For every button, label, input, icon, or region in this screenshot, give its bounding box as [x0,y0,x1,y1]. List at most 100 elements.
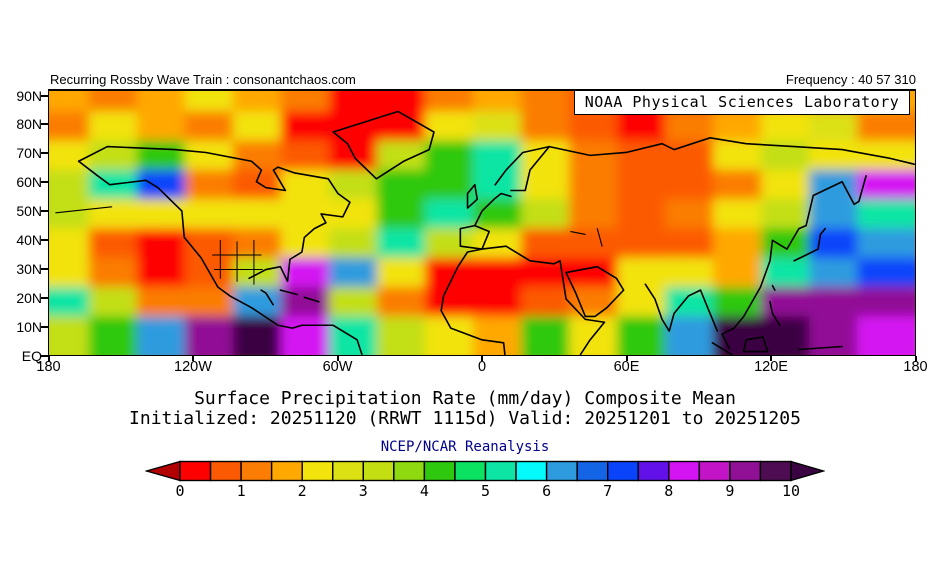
lon-tick-mark [770,356,772,361]
lon-tick-label: 180 [903,359,928,375]
lat-tick-mark [41,210,48,213]
colorbar-cell [423,460,456,482]
lat-tick-label: 50N [16,203,42,220]
colorbar-svg [143,460,826,482]
lat-tick-label: 30N [16,260,42,277]
us-state-borders [212,239,263,285]
coast-borneo [742,336,769,353]
lat-tick-mark [41,354,48,357]
lon-tick-mark [914,356,917,361]
colorbar-cell [576,460,609,482]
lat-tick-label: 80N [16,116,42,133]
colorbar-tick-label: 8 [664,482,674,500]
colorbar-cell [240,460,273,482]
coast-russia-arctic [548,137,915,165]
coast-africa-north-redsea [440,245,606,355]
lon-tick-label: 120E [754,359,788,375]
lon-tick-mark [47,356,50,361]
colorbar-cell [454,460,487,482]
lat-tick-label: 20N [16,289,42,306]
lat-tick-mark [41,238,48,241]
header-frequency-text: Frequency : 40 57 310 [785,72,916,87]
coast-east-asia [721,175,867,350]
lon-tick-label: 120W [174,359,212,375]
coast-france-northsea [474,192,512,227]
lat-tick-label: 10N [16,318,42,335]
lon-tick-label: 60W [322,359,353,375]
colorbar-cell [362,460,395,482]
coast-new-guinea [798,345,843,351]
coast-aleutians [55,206,113,214]
lat-tick-mark [41,123,48,126]
colorbar-tick-label: 6 [542,482,552,500]
lat-tick-label: EQ [21,347,42,364]
coastlines [55,110,915,355]
colorbar-cell [759,460,792,482]
coast-yucatan [260,289,274,306]
coast-cuba [279,289,320,303]
colorbar-cell [515,460,548,482]
colorbar-tick-label: 0 [175,482,185,500]
colorbar-cell [393,460,426,482]
chart-title: Surface Precipitation Rate (mm/day) Comp… [194,388,736,409]
coast-africa-west [440,309,506,355]
chart-subtitle: Initialized: 20251120 (RRWT 1115d) Valid… [129,408,801,429]
coast-gulf-atlantic-arctic [77,145,351,283]
colorbar-cell [209,460,242,482]
lon-tick-label: 0 [477,359,487,375]
lat-tick-mark [41,296,48,299]
colorbar-cell [301,460,334,482]
colorbar-tick-label: 7 [603,482,613,500]
colorbar-tick-label: 2 [297,482,307,500]
coast-north-america [77,160,363,355]
lat-tick-mark [41,181,48,184]
lon-tick-mark [336,356,339,361]
colorbar-tick-label: 5 [480,482,491,500]
coast-greenland [332,110,435,180]
lat-tick-mark [41,325,48,328]
header-source-text: Recurring Rossby Wave Train : consonantc… [50,72,356,87]
coast-sumatra [711,342,733,355]
lat-tick-mark [41,94,48,97]
colorbar-cell [607,460,639,482]
colorbar-over-arrow [790,460,826,482]
field-cells [49,91,915,355]
coast-uk [466,183,479,209]
lat-tick-label: 60N [16,174,42,191]
lon-tick-label: 60E [613,359,640,375]
colorbar [143,459,826,484]
colorbar-cell [637,460,670,482]
lon-tick-label: 180 [36,359,61,375]
colorbar-cell [545,460,578,482]
colorbar-cell [668,460,701,482]
coast-philippines [769,284,781,327]
colorbar-cell [270,460,303,482]
colorbar-tick-label: 1 [236,482,246,500]
colorbar-tick-label: 3 [358,482,368,500]
coast-japan [793,227,827,262]
precipitation-field-svg [49,91,915,355]
lon-tick-mark [481,356,483,361]
map-plot-panel: NOAA Physical Sciences Laboratory [48,89,916,356]
lon-tick-mark [625,356,628,361]
colorbar-under-arrow [143,460,181,482]
colorbar-cell [729,460,762,482]
lon-tick-mark [192,356,194,361]
colorbar-tick-label: 9 [725,482,735,500]
lat-tick-label: 40N [16,231,42,248]
colorbar-cell [698,460,731,482]
colorbar-tick-label: 10 [781,482,801,500]
lat-tick-mark [41,267,48,270]
colorbar-cell [484,460,517,482]
colorbar-tick-label: 4 [419,482,429,500]
colorbar-cell [179,460,212,482]
coast-iberia [459,224,490,250]
noaa-psl-banner: NOAA Physical Sciences Laboratory [574,91,910,115]
colorbar-cell [332,460,364,482]
dataset-label: NCEP/NCAR Reanalysis [380,439,550,455]
lat-tick-label: 90N [16,87,42,104]
lat-tick-mark [41,152,48,155]
lat-tick-label: 70N [16,145,42,162]
field-cell [857,316,915,355]
